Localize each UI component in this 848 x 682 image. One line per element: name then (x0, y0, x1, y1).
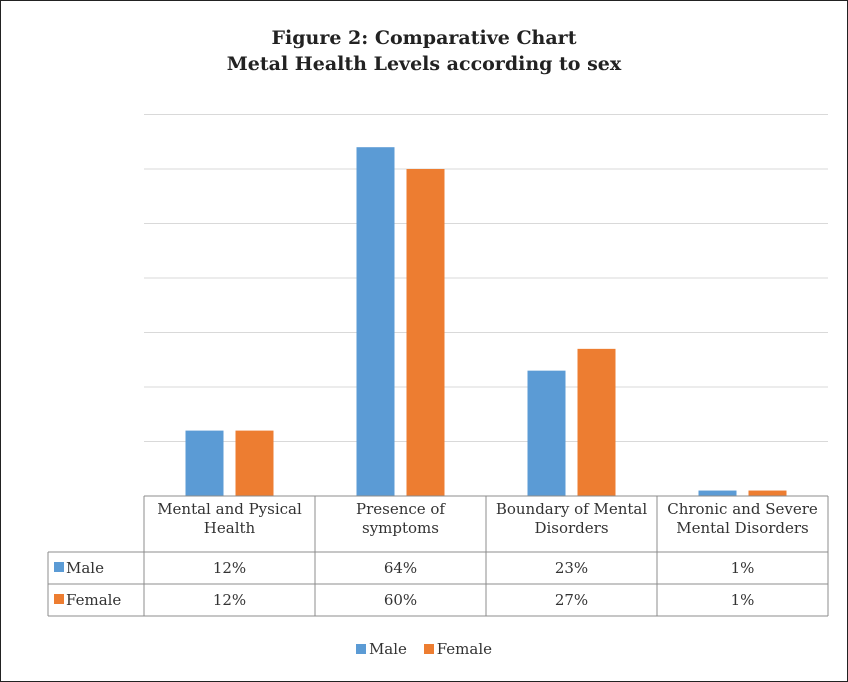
data-label: 23% (555, 559, 588, 577)
legend-item-male: Male (355, 640, 407, 658)
bar-female-1 (235, 430, 274, 496)
table-series-label: Female (66, 591, 121, 609)
data-label: 27% (555, 591, 588, 609)
category-label: Health (204, 519, 256, 537)
chart-subtitle: Metal Health Levels according to sex (226, 53, 622, 75)
data-label: 1% (731, 591, 755, 609)
category-label: Chronic and Severe (667, 500, 818, 518)
category-label: Mental and Pysical (157, 500, 302, 518)
legend-swatch-female (423, 644, 434, 654)
bar-female-4 (748, 490, 787, 496)
category-label: symptoms (362, 519, 439, 537)
data-label: 64% (384, 559, 417, 577)
data-label: 60% (384, 591, 417, 609)
table-swatch-female (54, 594, 64, 604)
legend-item-female: Female (423, 640, 493, 658)
bar-female-3 (577, 348, 616, 496)
legend-label-male: Male (368, 640, 407, 658)
bar-male-1 (185, 430, 224, 496)
legend: Male Female (0, 640, 848, 658)
category-label: Boundary of Mental (496, 500, 648, 518)
bar-male-3 (527, 370, 566, 496)
bar-male-4 (698, 490, 737, 496)
bar-male-2 (356, 147, 395, 496)
data-label: 12% (213, 559, 246, 577)
table-swatch-male (54, 562, 64, 572)
bar-female-2 (406, 169, 445, 496)
data-label: 12% (213, 591, 246, 609)
legend-label-female: Female (436, 640, 493, 658)
category-label: Mental Disorders (676, 519, 809, 537)
category-label: Presence of (356, 500, 446, 518)
table-series-label: Male (66, 559, 104, 577)
data-label: 1% (731, 559, 755, 577)
legend-swatch-male (355, 644, 366, 654)
chart-title: Figure 2: Comparative Chart (271, 27, 577, 49)
category-label: Disorders (534, 519, 608, 537)
